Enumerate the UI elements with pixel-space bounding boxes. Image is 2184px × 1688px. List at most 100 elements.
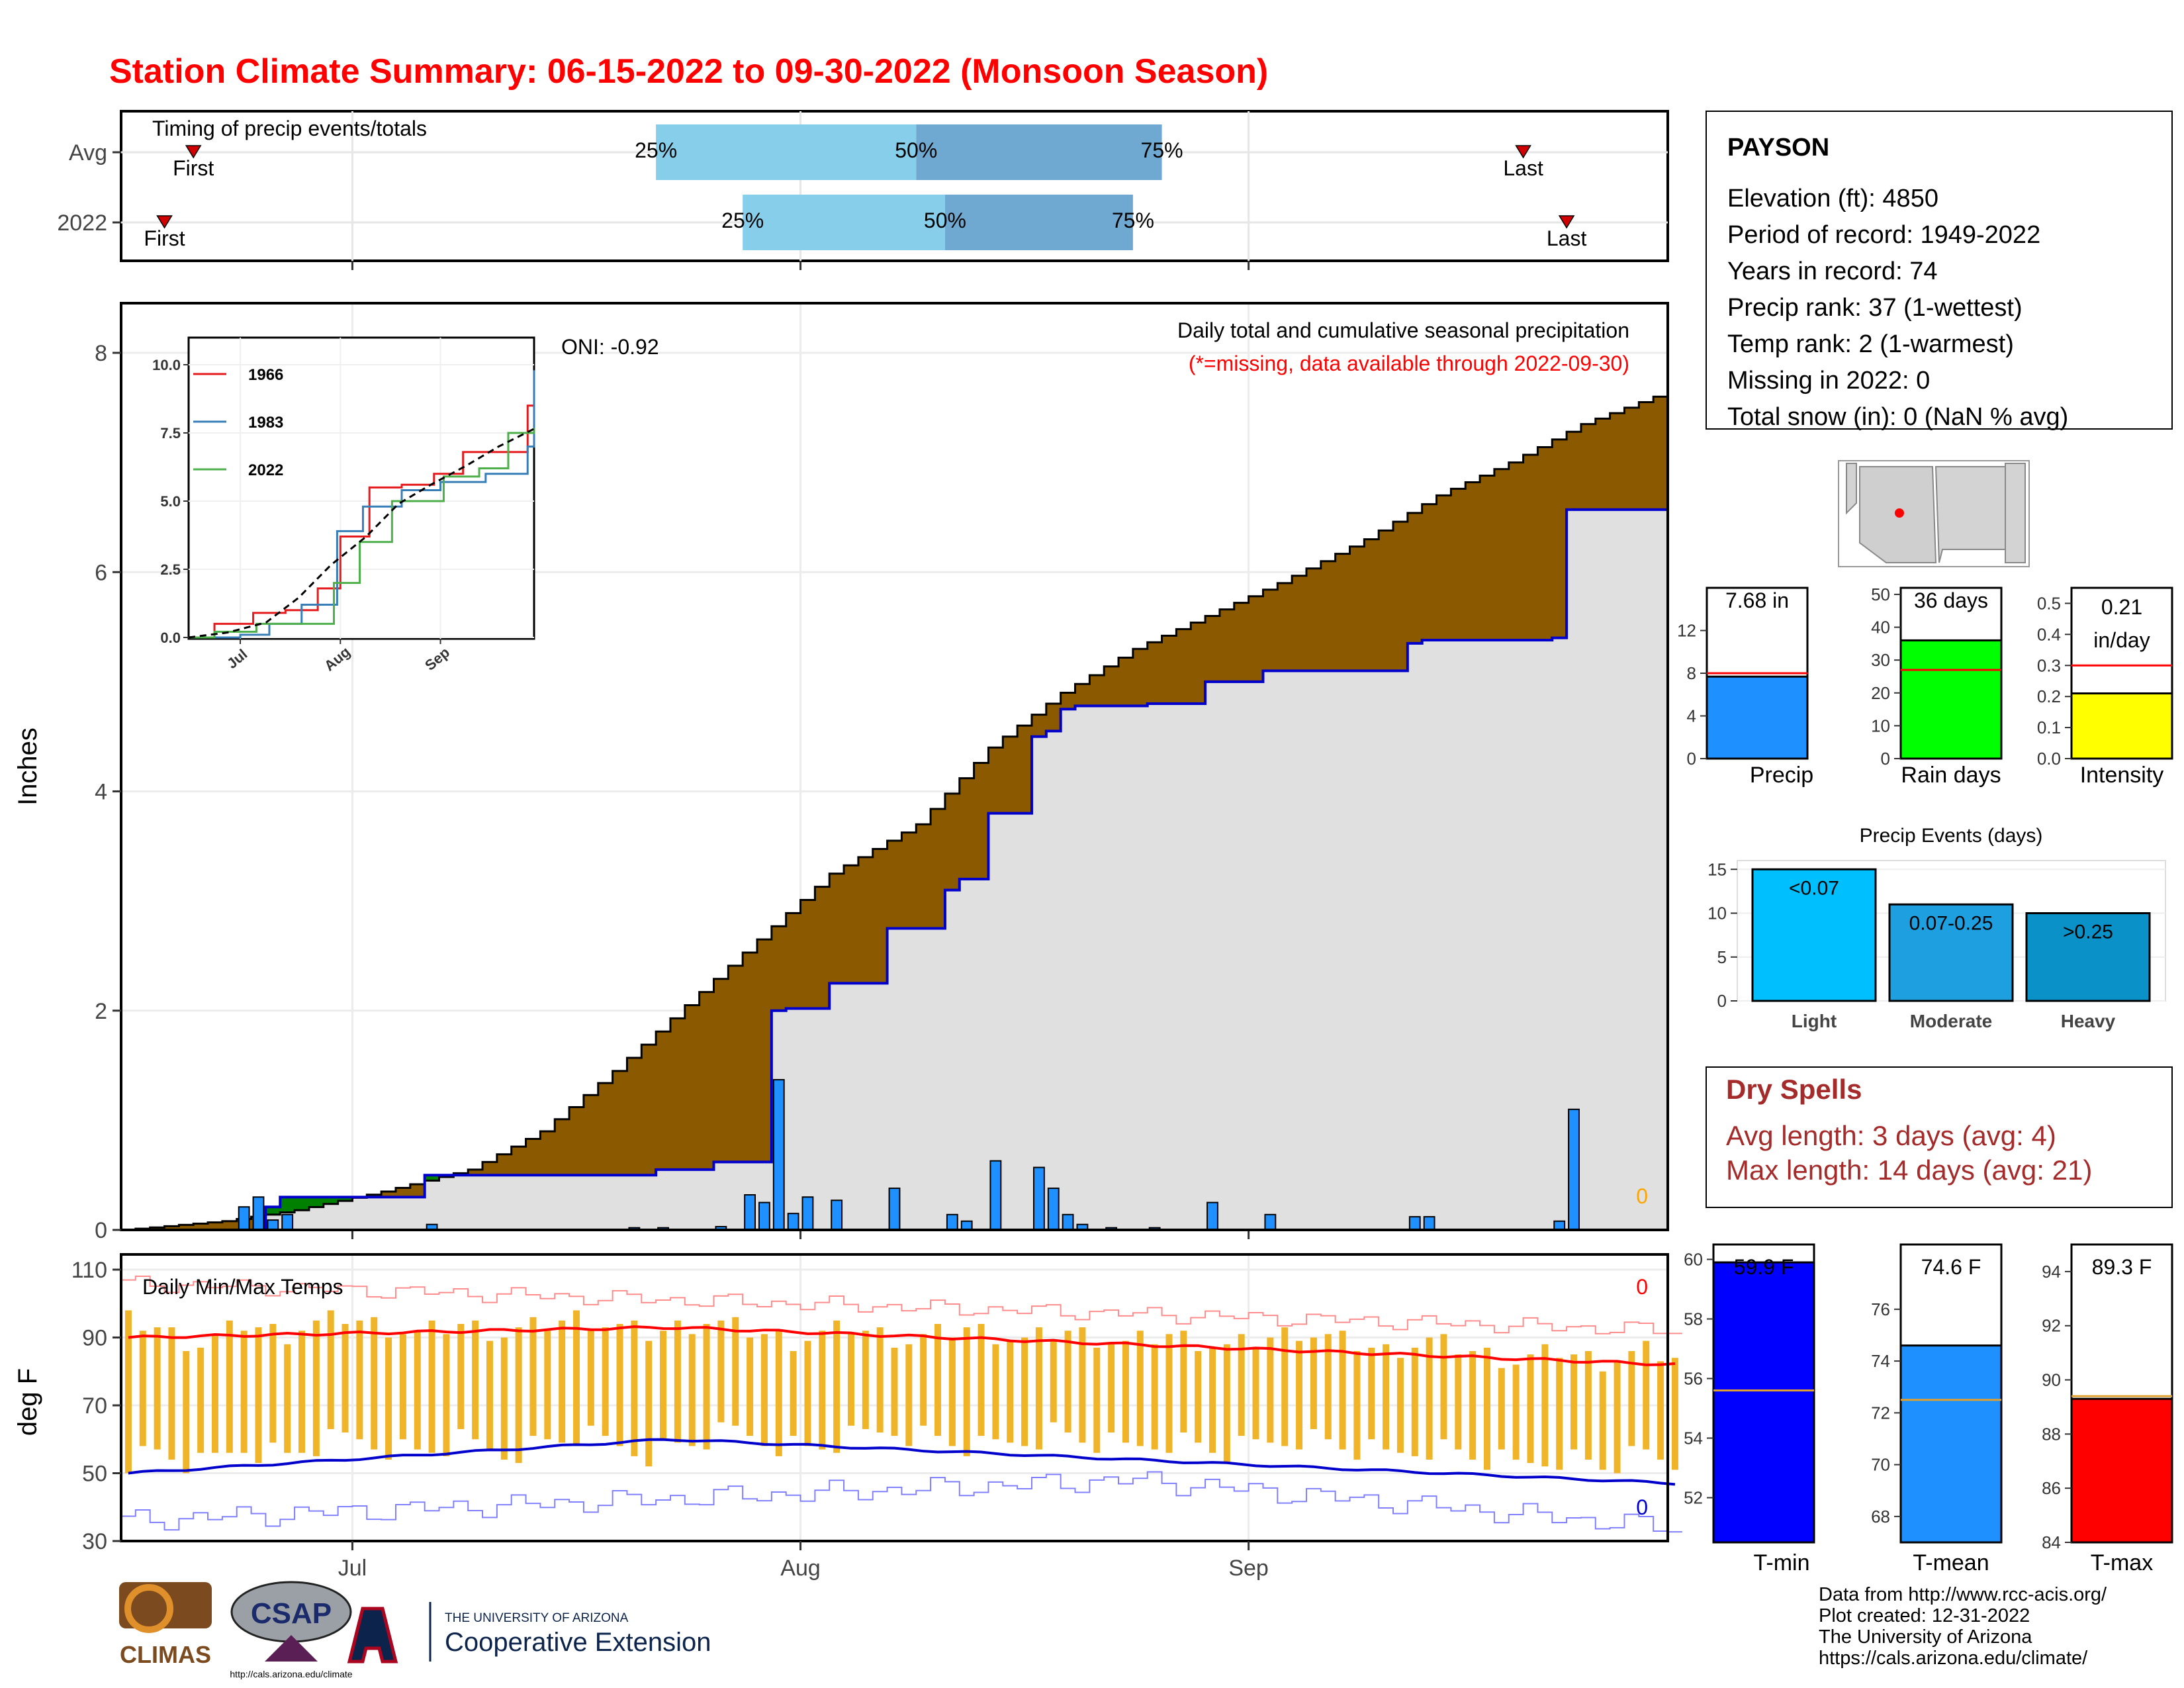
temp-y-tick-label: 50	[82, 1462, 107, 1487]
daily-temp-range-bar	[1296, 1340, 1303, 1450]
month-tick-label: Aug	[780, 1556, 821, 1581]
daily-temp-range-bar	[963, 1327, 970, 1456]
station-years: Years in record: 74	[1727, 258, 1938, 285]
events-tick-label: 10	[1707, 904, 1727, 923]
below-average-fill	[1624, 407, 1639, 510]
daily-precip-bar	[1264, 1213, 1277, 1231]
temp-y-tick-label: 90	[82, 1326, 107, 1351]
below-average-fill	[1610, 413, 1625, 510]
daily-temp-range-bar	[1238, 1334, 1245, 1436]
raindays-gauge-tick-label: 0	[1881, 749, 1890, 769]
last-marker-icon	[1558, 215, 1575, 229]
dry-spells-box: Dry Spells Avg length: 3 days (avg: 4) M…	[1706, 1066, 2173, 1208]
below-average-fill	[1653, 397, 1668, 510]
tmin-gauge-label: T-min	[1754, 1550, 1810, 1575]
tmin-gauge-tick-label: 54	[1684, 1429, 1703, 1448]
daily-temp-range-bar	[385, 1337, 392, 1460]
tmean-gauge-tick-label: 74	[1871, 1351, 1890, 1371]
inset-y-tick-label: 2.5	[160, 561, 181, 578]
below-average-fill	[713, 978, 729, 1162]
events-tick-label: 15	[1707, 859, 1727, 879]
below-average-fill	[1306, 568, 1322, 671]
tmax-gauge-tick-label: 90	[2042, 1370, 2061, 1390]
daily-temp-range-bar	[1064, 1331, 1071, 1432]
below-average-fill	[381, 1192, 396, 1197]
daily-temp-range-bar	[1599, 1371, 1606, 1470]
daily-temp-range-bar	[529, 1317, 537, 1436]
below-average-fill	[1523, 455, 1539, 640]
precip-y-tick-label: 6	[95, 560, 107, 585]
precip-y-tick-label: 2	[95, 999, 107, 1024]
below-average-fill	[1508, 462, 1524, 640]
record-high-line	[121, 1275, 1682, 1335]
daily-temp-range-bar	[500, 1337, 508, 1460]
station-temp-rank: Temp rank: 2 (1-warmest)	[1727, 330, 2014, 358]
daily-temp-range-bar	[616, 1324, 623, 1446]
tmin-gauge-tick-label: 56	[1684, 1369, 1703, 1389]
daily-temp-range-bar	[1324, 1334, 1332, 1440]
tmean-gauge-bar	[1899, 1344, 2003, 1544]
inset-y-tick-label: 0.0	[160, 630, 181, 646]
timing-row-2022-label: 2022	[57, 211, 107, 236]
daily-temp-range-bar	[1657, 1361, 1664, 1460]
daily-temp-range-bar	[1584, 1351, 1592, 1460]
below-average-fill	[887, 841, 903, 929]
intensity-gauge-tick-label: 0.3	[2037, 655, 2061, 675]
daily-temp-range-bar	[1209, 1347, 1216, 1453]
daily-temp-range-bar	[934, 1324, 942, 1436]
temp-rec-low-missing: 0	[1636, 1495, 1648, 1519]
daily-temp-range-bar	[327, 1310, 334, 1429]
daily-temp-range-bar	[341, 1324, 349, 1432]
below-average-fill	[179, 1225, 194, 1230]
daily-temp-range-bar	[775, 1331, 782, 1456]
daily-temp-range-bar	[371, 1317, 378, 1450]
daily-temp-range-bar	[847, 1334, 854, 1426]
precip-gauge-tick-label: 8	[1687, 663, 1696, 683]
events-bar	[2025, 912, 2151, 1002]
daily-temp-range-bar	[284, 1344, 291, 1453]
daily-precip-bar	[238, 1206, 250, 1231]
tmin-gauge-tick-label: 58	[1684, 1309, 1703, 1329]
daily-precip-bar	[744, 1194, 756, 1231]
timing-bar-low	[743, 195, 945, 250]
daily-temp-range-bar	[1527, 1354, 1534, 1464]
station-info-box: PAYSON Elevation (ft): 4850 Period of re…	[1706, 111, 2173, 431]
below-average-fill	[1017, 726, 1032, 814]
precip-y-tick-label: 0	[95, 1218, 107, 1243]
timing-bar-low	[656, 124, 917, 180]
below-average-fill	[641, 1045, 657, 1176]
below-average-fill	[583, 1095, 599, 1176]
above-average-fill	[308, 1197, 324, 1207]
station-period: Period of record: 1949-2022	[1727, 221, 2040, 249]
intensity-gauge-label: Intensity	[2080, 763, 2164, 788]
daily-temp-range-bar	[819, 1331, 826, 1450]
below-average-fill	[1480, 475, 1495, 640]
daily-precip-bar	[1568, 1108, 1580, 1231]
below-average-fill	[482, 1162, 498, 1176]
observed-cumulative-line	[121, 508, 1668, 1231]
tmax-gauge-bar	[2070, 1397, 2173, 1544]
below-average-fill	[829, 873, 844, 984]
raindays-gauge-tick-label: 10	[1871, 716, 1890, 735]
temperature-gauges: 52 54 56 58 60 68 70 72 74 76 84 86 88 90 92 94	[1684, 1243, 2173, 1552]
daily-temp-range-bar	[1469, 1351, 1477, 1460]
daily-temp-range-bar	[732, 1317, 739, 1426]
daily-temp-range-bar	[978, 1324, 985, 1436]
inset-legend-label: 2022	[248, 461, 283, 479]
daily-temp-range-bar	[1050, 1340, 1057, 1423]
tmax-gauge-value: 89.3 F	[2092, 1255, 2152, 1279]
logos: CLIMAS CSAP http://cals.arizona.edu/clim…	[119, 1581, 711, 1679]
daily-precip-bar	[888, 1188, 901, 1231]
avg-cumulative-line	[121, 395, 1668, 1231]
daily-temp-range-bar	[645, 1340, 653, 1467]
daily-precip-bar	[946, 1213, 958, 1231]
precip-y-tick-label: 8	[95, 341, 107, 366]
climas-logo-text: CLIMAS	[120, 1641, 211, 1668]
daily-temp-range-bar	[790, 1351, 797, 1436]
timing-p75-label: 75%	[1141, 138, 1183, 162]
temp-y-tick-label: 30	[82, 1529, 107, 1554]
dry-spells-title: Dry Spells	[1726, 1074, 1862, 1105]
below-average-fill	[1494, 469, 1510, 640]
daily-temp-range-bar	[674, 1320, 681, 1443]
daily-temp-range-bar	[226, 1320, 233, 1453]
